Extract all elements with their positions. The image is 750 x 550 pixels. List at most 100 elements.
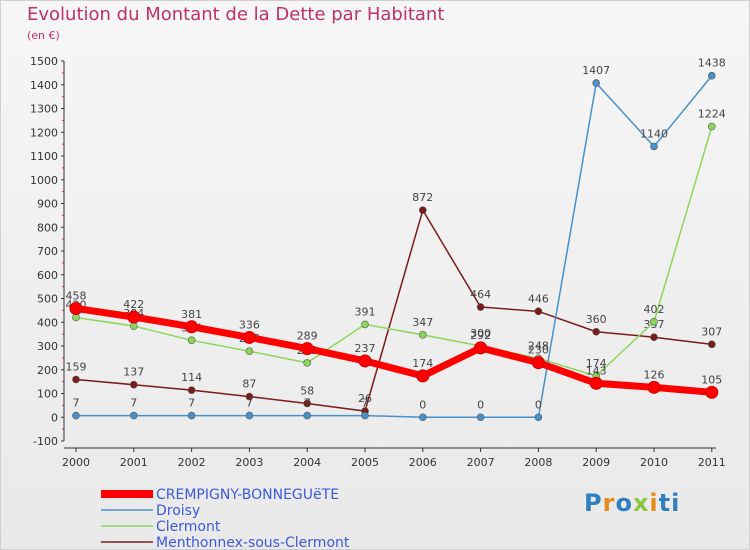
data-label: 1140 xyxy=(640,128,668,141)
data-label: 307 xyxy=(701,325,722,338)
y-tick-label: 800 xyxy=(37,221,58,234)
x-tick-label: 2001 xyxy=(120,456,148,469)
legend-label: Droisy xyxy=(156,503,200,519)
data-label: 137 xyxy=(123,366,144,379)
data-point xyxy=(72,375,80,384)
data-label: 87 xyxy=(242,378,256,391)
y-tick-label: 1500 xyxy=(30,55,58,68)
legend-item: Menthonnex-sous-Clermont xyxy=(101,535,350,549)
data-point xyxy=(72,313,80,322)
x-tick-label: 2006 xyxy=(409,456,437,469)
data-label: 7 xyxy=(246,397,253,410)
data-point xyxy=(531,356,545,370)
x-tick-label: 2004 xyxy=(293,456,321,469)
data-label: 1224 xyxy=(698,108,726,121)
legend-label: CREMPIGNY-BONNEGUëTE xyxy=(156,487,339,503)
data-label: 292 xyxy=(470,329,491,342)
data-label: 0 xyxy=(477,398,484,411)
data-label: 1438 xyxy=(698,57,726,70)
series-line xyxy=(75,305,713,396)
series-droisy: 7 7 7 7 7 7 0 0 0 1407 1140 1438 xyxy=(72,57,726,422)
y-tick-label: 1300 xyxy=(30,103,58,116)
data-point xyxy=(707,340,716,349)
data-label: 143 xyxy=(586,364,607,377)
x-tick-label: 2010 xyxy=(640,456,668,469)
series-line xyxy=(76,75,713,418)
data-label: 7 xyxy=(73,397,80,410)
data-point xyxy=(707,71,716,80)
x-tick-label: 2000 xyxy=(62,456,90,469)
data-label: 402 xyxy=(644,303,665,316)
data-label: 230 xyxy=(528,344,549,357)
data-label: 347 xyxy=(412,316,433,329)
y-tick-label: 0 xyxy=(51,411,58,424)
data-point xyxy=(361,320,369,329)
data-label: 7 xyxy=(130,397,137,410)
data-point xyxy=(245,392,254,401)
data-point xyxy=(245,347,254,356)
data-point xyxy=(127,310,141,324)
data-label: 114 xyxy=(181,371,202,384)
y-tick-label: -100 xyxy=(33,435,58,448)
data-label: 0 xyxy=(535,398,542,411)
y-tick-label: 1400 xyxy=(30,79,58,92)
x-tick-label: 2008 xyxy=(524,456,552,469)
data-point xyxy=(705,385,719,399)
data-label: 458 xyxy=(66,289,87,302)
legend-item: CREMPIGNY-BONNEGUëTE xyxy=(101,487,339,503)
y-tick-label: 1200 xyxy=(30,126,58,139)
data-label: 391 xyxy=(355,305,376,318)
x-tick-label: 2007 xyxy=(467,456,495,469)
data-point xyxy=(245,411,254,420)
data-point xyxy=(130,322,138,330)
series-line xyxy=(75,209,712,412)
data-point xyxy=(72,411,80,420)
data-point xyxy=(416,369,430,383)
series-menthonnex-sous-clermont: 159137114875826872464446360337307 xyxy=(66,191,722,415)
y-tick-label: 200 xyxy=(37,364,58,377)
data-point xyxy=(418,331,427,339)
data-label: 360 xyxy=(586,313,607,326)
y-tick-label: 700 xyxy=(37,245,58,258)
data-point xyxy=(187,386,196,394)
y-tick-label: 300 xyxy=(37,340,58,353)
data-label: 26 xyxy=(358,392,372,405)
y-tick-label: 400 xyxy=(37,316,58,329)
series-crempigny-bonnegu-te: 458 422 381 336 289 237 174 292 230 143 126 105 xyxy=(66,289,722,399)
data-point xyxy=(647,380,661,394)
data-label: 248 xyxy=(528,339,549,352)
data-label: 105 xyxy=(701,373,722,386)
data-label: 289 xyxy=(297,330,318,343)
legend-item: Droisy xyxy=(101,503,200,519)
data-point xyxy=(476,413,485,422)
data-label: 446 xyxy=(528,292,549,305)
legend-item: Clermont xyxy=(101,519,221,535)
series-clermont: 4203843242782293913473002481744021224 xyxy=(66,108,726,380)
data-point xyxy=(130,411,138,420)
x-tick-label: 2002 xyxy=(178,456,206,469)
legend-label: Clermont xyxy=(156,519,221,535)
chart-unit-label: (en €) xyxy=(27,29,60,42)
series-line xyxy=(75,126,713,377)
data-point xyxy=(418,413,427,422)
proxiti-logo: Proxiti xyxy=(584,489,681,517)
y-tick-label: 100 xyxy=(37,388,58,401)
y-tick-label: 1000 xyxy=(30,174,58,187)
y-tick-label: 1100 xyxy=(30,150,58,163)
data-point xyxy=(185,320,199,334)
data-label: 58 xyxy=(300,384,314,397)
x-tick-label: 2005 xyxy=(351,456,379,469)
data-point xyxy=(303,399,312,408)
data-label: 237 xyxy=(355,342,376,355)
data-label: 381 xyxy=(181,308,202,321)
data-point xyxy=(358,354,372,368)
data-label: 7 xyxy=(362,397,369,410)
data-point xyxy=(303,411,312,420)
data-point xyxy=(650,333,658,342)
data-label: 126 xyxy=(644,368,665,381)
data-point xyxy=(534,413,543,422)
x-tick-label: 2009 xyxy=(582,456,610,469)
data-point xyxy=(707,122,716,131)
